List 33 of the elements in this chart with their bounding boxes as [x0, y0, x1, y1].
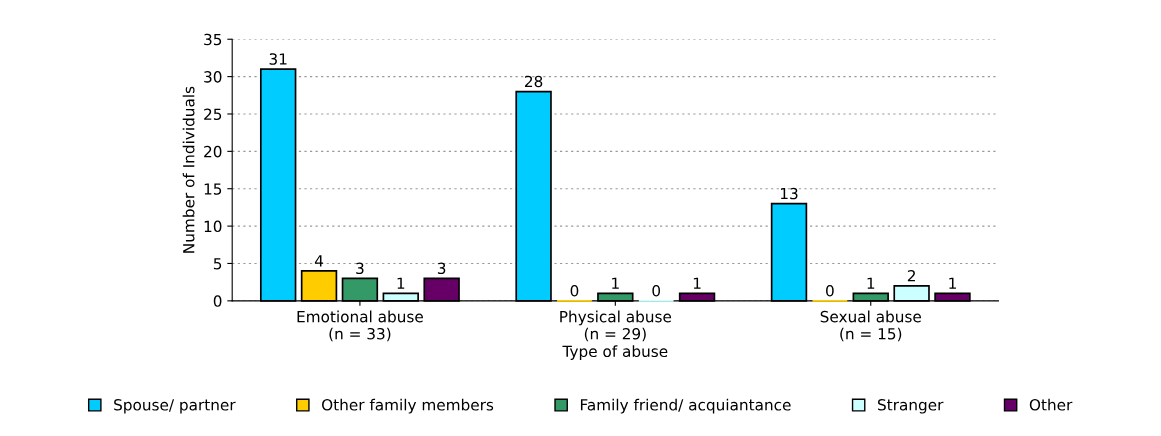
data-label: 4	[314, 255, 324, 267]
data-label: 1	[612, 277, 619, 289]
data-label: 31	[269, 53, 287, 65]
legend-label: Stranger	[878, 399, 944, 414]
legend-label: Family friend/ acquiantance	[580, 398, 791, 414]
data-label: 3	[356, 262, 364, 275]
legend-label: Other	[1029, 398, 1073, 411]
data-label: 28	[524, 75, 543, 88]
y-tick-label: 5	[213, 258, 222, 270]
data-label: 2	[907, 269, 915, 282]
y-tick-label: 35	[204, 33, 222, 46]
data-label: 13	[780, 187, 798, 200]
y-tick-label: 20	[204, 145, 222, 158]
data-label: 1	[397, 277, 405, 289]
data-label: 0	[826, 284, 834, 297]
y-tick-label: 15	[204, 183, 222, 195]
data-label: 1	[693, 277, 701, 289]
y-tick-label: 30	[204, 71, 222, 83]
data-label: 0	[652, 284, 661, 297]
x-tick-label: Sexual abuse (n = 15)	[820, 310, 921, 342]
x-tick-label: Physical abuse (n = 29)	[560, 310, 672, 342]
x-tick-label: Emotional abuse (n = 33)	[297, 310, 423, 342]
y-axis-title: Number of Individuals	[182, 86, 195, 253]
y-tick-label: 10	[204, 220, 222, 233]
legend-label: Other family members	[322, 398, 494, 414]
x-axis-title: Type of abuse	[562, 345, 668, 361]
y-tick-label: 0	[213, 295, 222, 307]
y-tick-label: 25	[204, 108, 222, 120]
data-label: 1	[949, 277, 956, 289]
data-label: 1	[867, 277, 875, 289]
data-label: 0	[570, 284, 579, 297]
data-label: 3	[437, 262, 446, 275]
legend-label: Spouse/ partner	[114, 399, 236, 414]
